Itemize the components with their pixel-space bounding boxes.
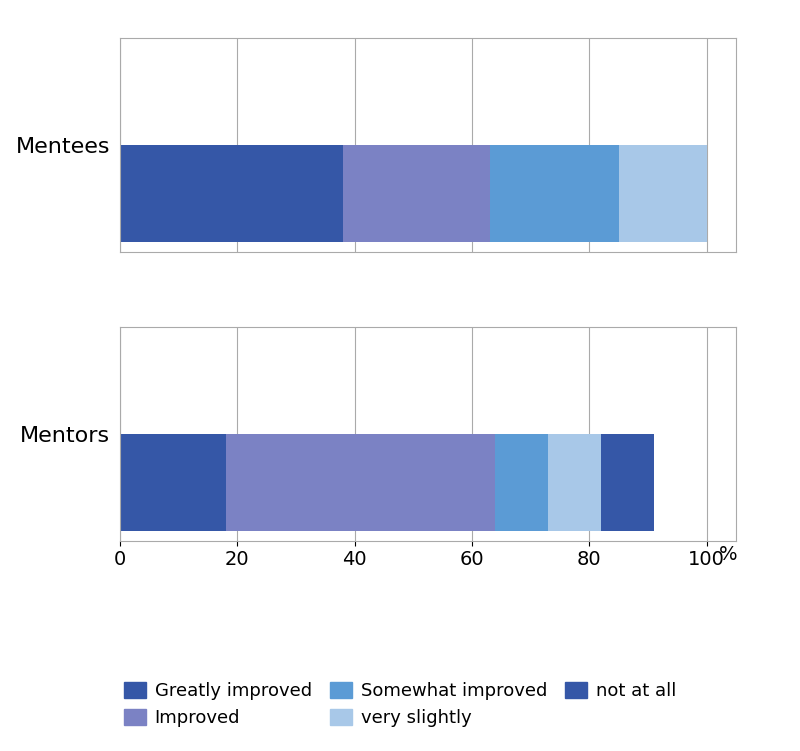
Bar (618, 145, 706, 242)
Bar (495, 433, 548, 531)
Text: %: % (718, 544, 737, 563)
Bar (601, 433, 654, 531)
Bar (548, 433, 601, 531)
Bar (343, 145, 490, 242)
Legend: Greatly improved, Improved, Somewhat improved, very slightly, not at all: Greatly improved, Improved, Somewhat imp… (117, 674, 683, 734)
Bar (490, 145, 618, 242)
Bar (120, 433, 226, 531)
Bar (226, 433, 495, 531)
Bar (120, 145, 343, 242)
